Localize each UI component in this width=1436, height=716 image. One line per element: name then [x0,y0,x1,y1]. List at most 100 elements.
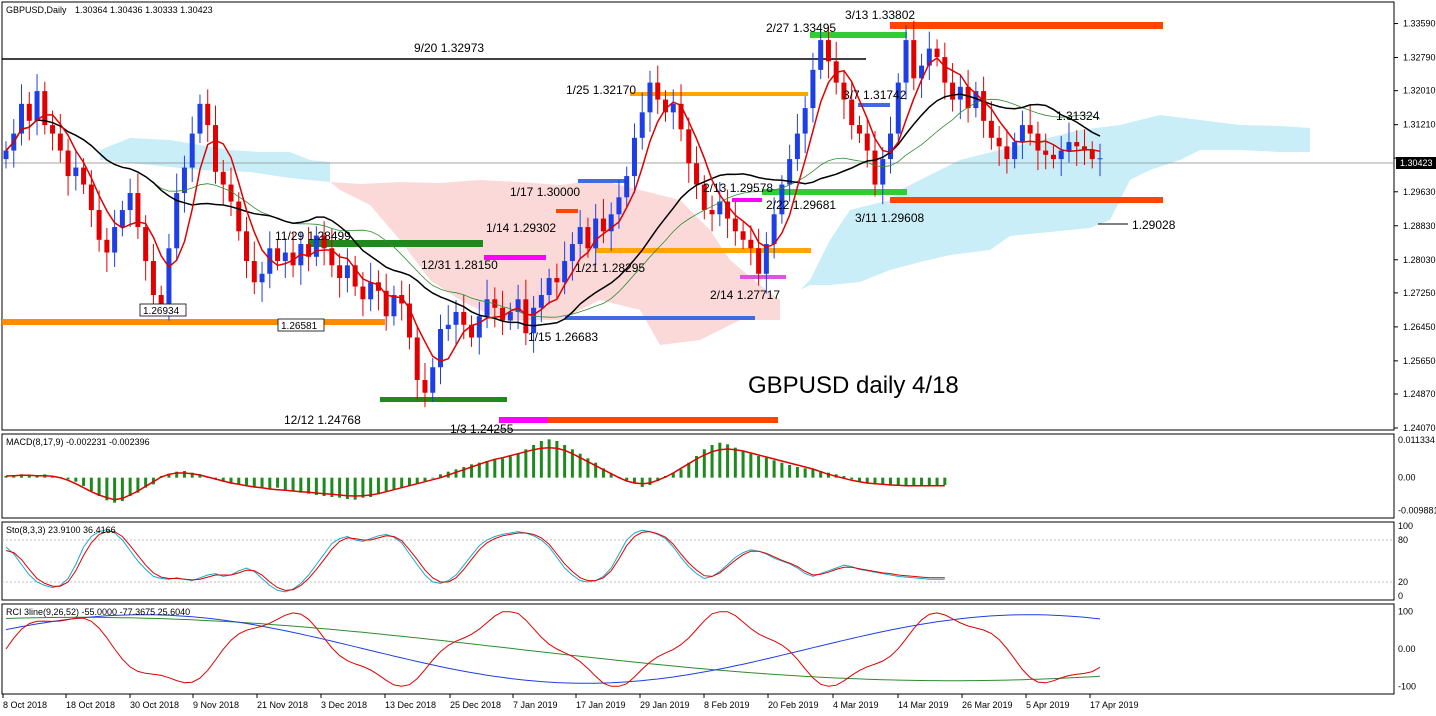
macd-histogram-bar [749,453,753,478]
macd-histogram-bar [570,449,574,478]
candle-body [1004,146,1010,160]
candle-body [957,86,963,100]
current-price-label: 1.30423 [1400,158,1433,168]
macd-histogram-bar [826,472,830,478]
price-axis: 1.33590 1.32790 1.32010 1.31210 1.29630 1.288… [1394,19,1436,433]
stoch-header: Sto(8,3,3) 23.9100 36.4166 [6,525,116,535]
candle-body [872,150,878,185]
time-tick-label: 29 Jan 2019 [640,700,690,710]
macd-histogram-bar [896,477,900,486]
macd-histogram-bar [710,445,714,478]
candle-body [422,379,428,393]
candle-body [275,248,281,262]
macd-histogram-bar [353,477,357,500]
macd-histogram-bar [291,477,295,491]
stochastic-indicator [2,528,1394,593]
macd-histogram-bar [175,471,179,478]
macd-histogram-bar [182,471,186,478]
candle-body [360,286,366,300]
time-tick-label: 14 Mar 2019 [898,700,949,710]
candle-body [903,40,909,83]
time-tick-label: 7 Jan 2019 [513,700,558,710]
macd-histogram-bar [912,477,916,485]
macd-histogram-bar [811,469,815,478]
ma-slow-green-line [5,98,1101,318]
candle-body [616,197,622,215]
macd-histogram-bar [27,475,31,478]
candle-body [197,103,203,134]
candle-body [112,227,118,253]
level-lines [2,22,1394,423]
level-1231-bar [484,255,546,260]
label-115: 1/15 1.26683 [528,330,598,344]
label-125: 1/25 1.32170 [566,83,636,97]
macd-histogram-bar [927,477,931,485]
time-tick-label: 18 Oct 2018 [66,700,115,710]
macd-histogram-bar [857,477,861,482]
candle-body [701,184,707,211]
candle-body [965,86,971,109]
candle-body [911,40,917,79]
macd-histogram-bar [881,477,885,485]
candle-body [686,129,692,164]
label-114: 1/14 1.29302 [486,221,556,235]
candle-body [267,248,273,274]
macd-histogram-bar [454,469,458,478]
candle-body [663,99,669,113]
macd-histogram-bar [609,473,613,478]
price-tick-label: 1.31210 [1403,120,1436,130]
time-tick-label: 26 Mar 2019 [962,700,1013,710]
rci-tick-label: -100 [1398,681,1416,691]
candle-body [189,133,195,168]
candle-body [880,159,886,185]
macd-histogram-bar [470,464,474,478]
macd-histogram-bar [788,465,792,478]
candle-body [1027,125,1033,134]
rci-tick-label: 100 [1398,607,1413,617]
candle-body [841,82,847,100]
level-213-bar [732,198,762,202]
macd-histogram-bar [850,477,854,480]
candle-body [469,324,475,338]
stoch-panel-frame [1,521,1395,601]
chart-title-annotation: GBPUSD daily 4/18 [748,372,959,399]
macd-histogram-bar [190,472,194,478]
macd-histogram-bar [128,477,132,496]
level-313-bar [890,22,1163,29]
candle-body [119,210,125,228]
macd-histogram-bar [795,467,799,478]
macd-histogram-bar [904,477,908,486]
time-tick-label: 9 Nov 2018 [193,700,239,710]
candle-body [507,312,513,321]
candle-body [825,40,831,62]
label-13: 1/3 1.24255 [450,422,514,436]
macd-histogram-bar [330,477,334,497]
macd-histogram-bar [695,456,699,478]
price-tick-label: 1.28830 [1403,221,1436,231]
macd-histogram-bar [640,477,644,487]
label-313: 3/13 1.33802 [845,8,915,22]
candle-body [631,137,637,177]
candle-body [352,265,358,287]
label-227: 2/27 1.33495 [766,21,836,35]
candle-body [546,278,552,296]
candle-body [593,218,599,249]
price-tick-label: 1.24070 [1403,423,1436,433]
candle-body [383,290,389,317]
rci-short-line [5,611,1101,687]
candle-body [437,329,443,368]
candle-body [988,120,994,138]
macd-histogram-bar [726,444,730,478]
candle-body [1081,146,1087,151]
candle-body [531,307,537,334]
candle-body [150,261,156,296]
macd-histogram-bar [586,458,590,478]
candles [3,20,1103,408]
candle-body [779,184,785,215]
macd-histogram-bar [229,477,233,484]
label-1212: 12/12 1.24768 [284,413,361,427]
candle-body [624,176,630,198]
price-tick-label: 1.28030 [1403,255,1436,265]
candle-body [1058,150,1064,160]
